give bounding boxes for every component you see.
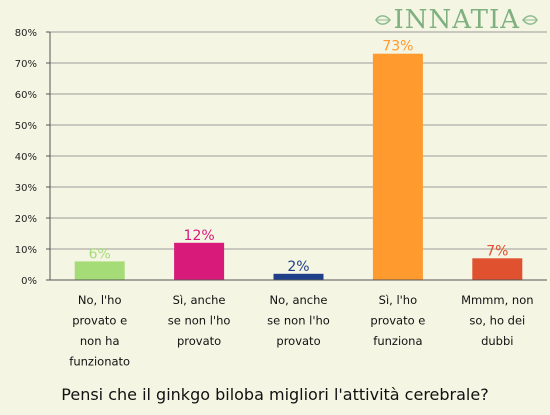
category-label: No, anche <box>270 293 328 307</box>
bar <box>372 53 423 281</box>
bar <box>174 242 225 280</box>
category-label: No, l'ho <box>78 293 122 307</box>
bar-value-label: 6% <box>89 246 111 262</box>
y-tick-label: 80% <box>15 28 37 39</box>
category-label: provato e <box>72 314 127 328</box>
category-label: non ha <box>80 334 120 348</box>
category-label: provato <box>276 334 320 348</box>
y-tick-label: 20% <box>15 214 37 225</box>
y-tick-label: 70% <box>15 59 37 70</box>
survey-question: Pensi che il ginkgo biloba migliori l'at… <box>61 385 489 404</box>
category-label: Mmmm, non <box>461 293 533 307</box>
y-tick-label: 50% <box>15 121 37 132</box>
y-tick-label: 10% <box>15 245 37 256</box>
logo-text: INNATIA <box>393 5 520 35</box>
category-label: se non l'ho <box>168 314 231 328</box>
category-label: funzionato <box>69 355 130 369</box>
category-label: dubbi <box>481 334 513 348</box>
category-label: Sì, anche <box>173 293 226 307</box>
y-tick-label: 60% <box>15 90 37 101</box>
category-label: provato e <box>370 314 425 328</box>
category-label: Sì, l'ho <box>379 293 418 307</box>
bar <box>273 273 324 280</box>
y-tick-label: 40% <box>15 152 37 163</box>
bar-value-label: 12% <box>184 228 215 244</box>
bar <box>74 261 125 280</box>
category-label: provato <box>177 334 221 348</box>
bar-value-label: 7% <box>486 243 508 259</box>
bar-chart: 0% 10% 20% 30% 40% 50% 60% 70% 80% 6% No, l'ho prov… <box>15 28 547 369</box>
category-label: so, ho dei <box>469 314 525 328</box>
leaf-left-icon <box>375 15 392 25</box>
y-tick-label: 30% <box>15 183 37 194</box>
category-label: se non l'ho <box>267 314 330 328</box>
bar-value-label: 2% <box>287 259 309 275</box>
innatia-logo: INNATIA <box>375 6 538 34</box>
bar <box>472 258 523 280</box>
leaf-right-icon <box>522 15 538 25</box>
y-tick-label: 0% <box>21 276 37 287</box>
category-label: funziona <box>373 334 422 348</box>
bar-value-label: 73% <box>382 39 413 55</box>
